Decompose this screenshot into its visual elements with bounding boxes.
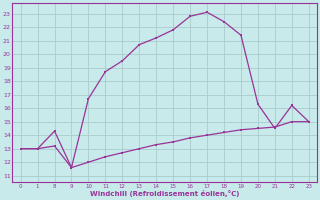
X-axis label: Windchill (Refroidissement éolien,°C): Windchill (Refroidissement éolien,°C)	[90, 190, 239, 197]
